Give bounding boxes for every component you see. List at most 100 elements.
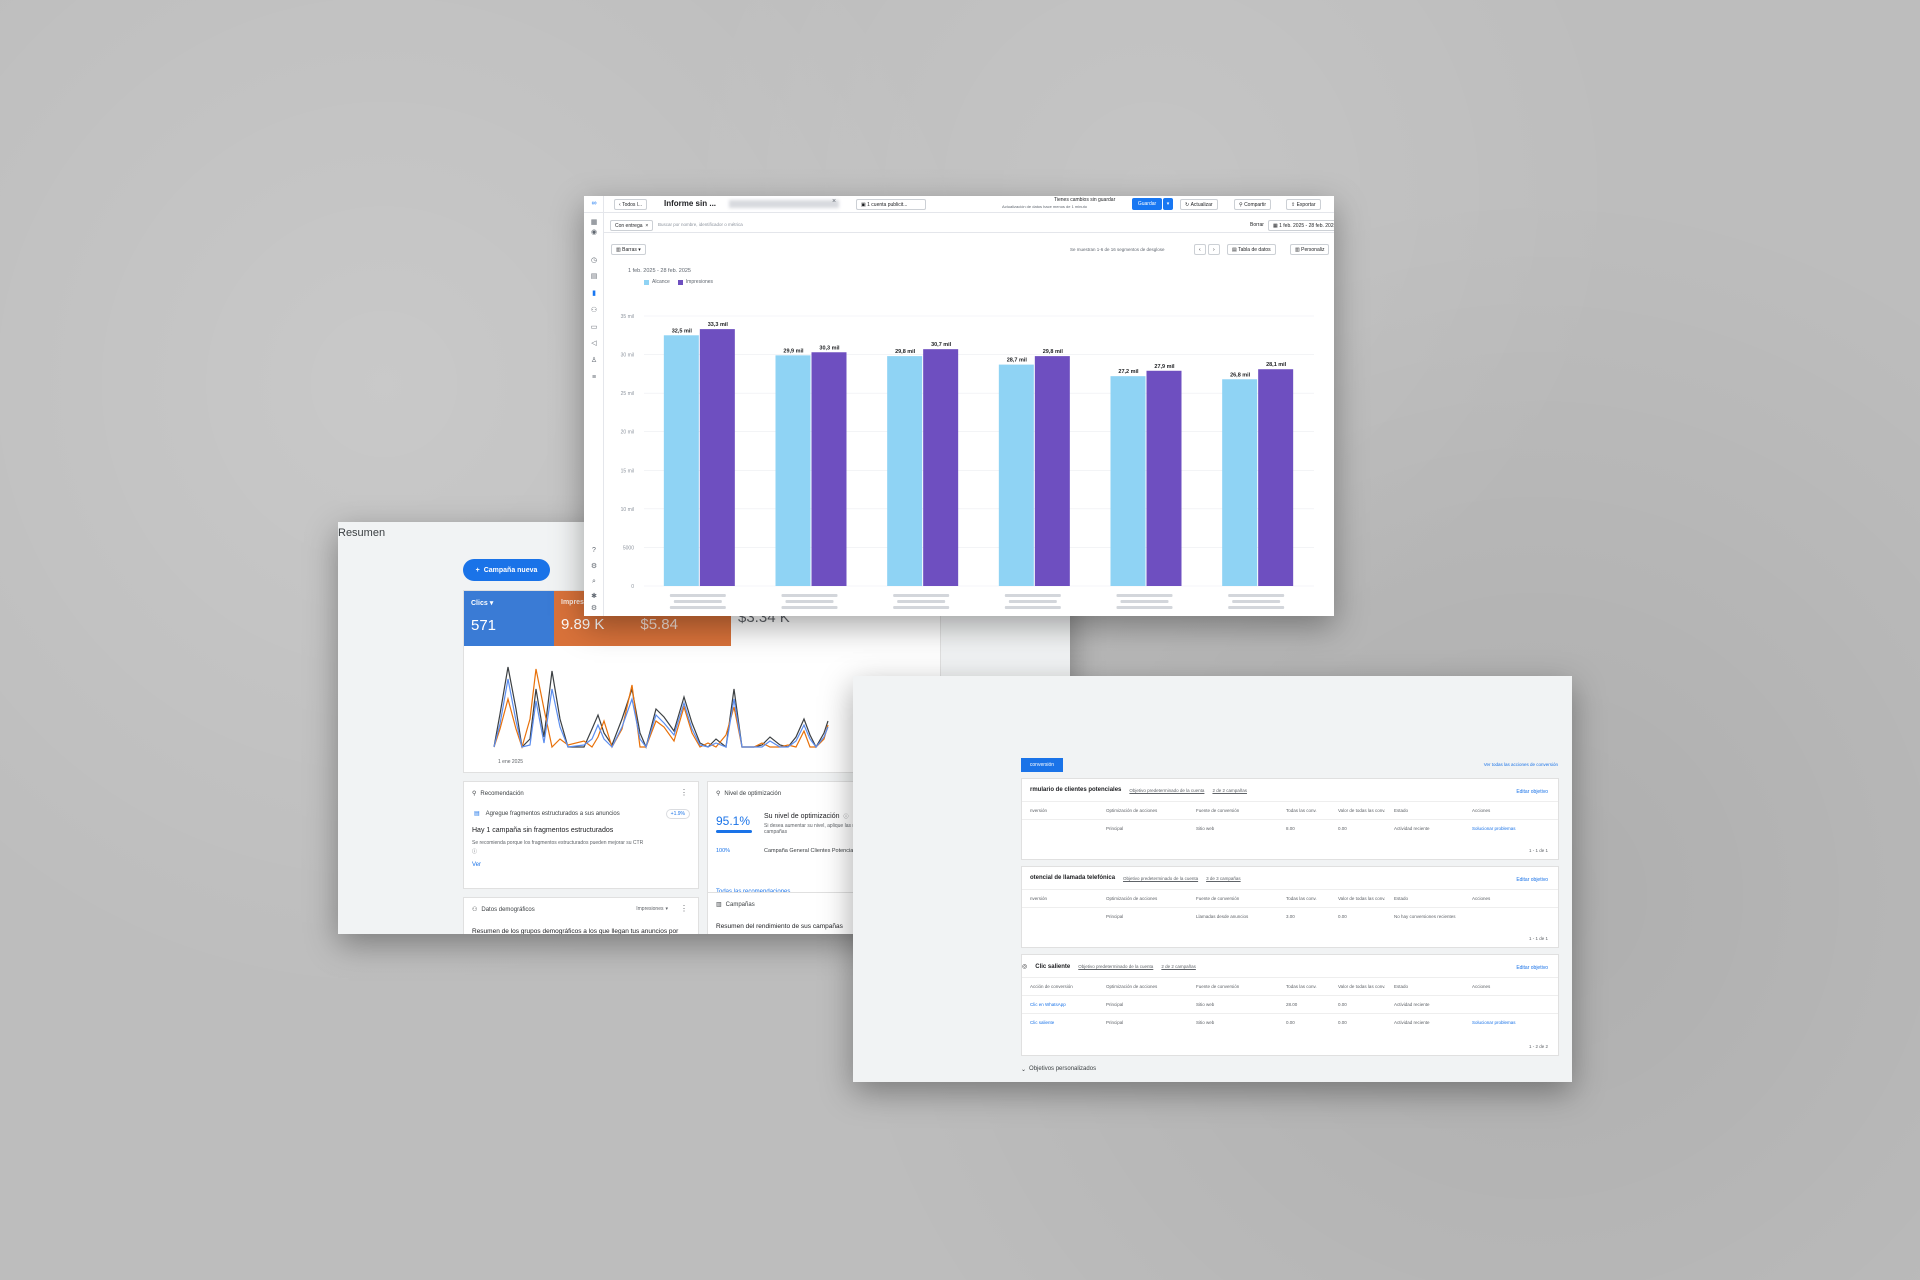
- metric-tile-clicks[interactable]: Clics ▾ 571: [464, 591, 554, 646]
- info-icon: ⓘ: [472, 849, 478, 855]
- next-page-button[interactable]: ›: [1208, 244, 1220, 255]
- column-header[interactable]: Estado: [1394, 808, 1409, 813]
- bar[interactable]: [998, 364, 1034, 586]
- table-cell[interactable]: Solucionar problemas: [1472, 1020, 1516, 1025]
- bar[interactable]: [663, 335, 699, 586]
- column-header[interactable]: Estado: [1394, 984, 1409, 989]
- date-range-picker[interactable]: ▦ 1 feb. 2025 - 28 feb. 2025: [1268, 220, 1334, 231]
- column-header[interactable]: Valor de todas las conv.: [1338, 896, 1386, 901]
- bar[interactable]: [699, 329, 735, 586]
- settings-gear-icon[interactable]: ⚙: [590, 605, 598, 612]
- clock-icon[interactable]: ◷: [590, 257, 598, 264]
- column-header[interactable]: Valor de todas las conv.: [1338, 808, 1386, 813]
- column-header[interactable]: Fuente de conversión: [1196, 984, 1240, 989]
- table-cell: 0.00: [1338, 914, 1347, 919]
- legend-item-reach[interactable]: Alcance: [644, 279, 670, 285]
- report-title[interactable]: Informe sin ...: [664, 199, 717, 208]
- close-icon[interactable]: ×: [645, 222, 649, 229]
- megaphone-icon[interactable]: ◁: [591, 340, 597, 347]
- table-row[interactable]: Clic saliente Principal Sitio web 0.00 0.00 A…: [1022, 1013, 1558, 1031]
- column-header[interactable]: Optimización de acciones: [1106, 896, 1158, 901]
- column-header[interactable]: Todas las conv.: [1286, 808, 1317, 813]
- filter-chip-delivery[interactable]: Con entrega ×: [610, 220, 654, 231]
- edit-goal-link[interactable]: Editar objetivo: [1516, 965, 1548, 971]
- y-tick-label: 30 mil: [621, 353, 634, 359]
- back-to-reports-button[interactable]: ‹ Todos l...: [614, 199, 648, 210]
- bar[interactable]: [775, 355, 811, 586]
- reports-icon[interactable]: ▮: [592, 290, 596, 297]
- column-header[interactable]: Acciones: [1472, 808, 1491, 813]
- pin-icon[interactable]: ◉: [590, 229, 598, 236]
- convert-button[interactable]: conversión: [1021, 758, 1063, 772]
- bar[interactable]: [1146, 370, 1182, 586]
- bar[interactable]: [1110, 376, 1146, 586]
- column-header[interactable]: nversión: [1030, 808, 1048, 813]
- column-header[interactable]: Todas las conv.: [1286, 896, 1317, 901]
- column-header[interactable]: Valor de todas las conv.: [1338, 984, 1386, 989]
- column-header[interactable]: Acción de conversión: [1030, 984, 1073, 989]
- edit-goal-link[interactable]: Editar objetivo: [1516, 877, 1548, 883]
- menu-icon[interactable]: ≡: [591, 374, 597, 381]
- column-header[interactable]: Fuente de conversión: [1196, 896, 1240, 901]
- people-icon[interactable]: ♙: [590, 357, 598, 364]
- customize-button[interactable]: ▥ Personaliz: [1290, 244, 1330, 255]
- column-header[interactable]: Acciones: [1472, 984, 1491, 989]
- data-table-button[interactable]: ▤ Tabla de datos: [1227, 244, 1276, 255]
- search-input[interactable]: Buscar por nombre, identificador o métri…: [658, 222, 743, 227]
- column-header[interactable]: Todas las conv.: [1286, 984, 1317, 989]
- column-header[interactable]: Estado: [1394, 896, 1409, 901]
- table-row[interactable]: Clic en WhatsApp Principal Sitio web 28.00 0…: [1022, 995, 1558, 1013]
- column-header[interactable]: Acciones: [1472, 896, 1491, 901]
- bar[interactable]: [1034, 356, 1070, 586]
- bar[interactable]: [1222, 379, 1258, 586]
- bar[interactable]: [811, 352, 847, 586]
- custom-goals-toggle[interactable]: ⌄ Objetivos personalizados: [1021, 1066, 1097, 1073]
- ad-account-selector[interactable]: ▣ 1 cuenta publicit...: [856, 199, 926, 210]
- billing-icon[interactable]: ▭: [590, 324, 598, 331]
- blurred-category-label: [893, 594, 950, 597]
- audience-icon[interactable]: ⚇: [590, 307, 598, 314]
- conversions-summary-window: conversión Ver todas las acciones de con…: [853, 676, 1572, 1082]
- bar[interactable]: [887, 356, 923, 586]
- table-row[interactable]: Principal Llamadas desde anuncios 3.00 0.00…: [1022, 907, 1558, 925]
- legend-item-impressions[interactable]: Impresiones: [677, 279, 713, 285]
- export-button[interactable]: ⇪ Exportar: [1286, 199, 1321, 210]
- more-vert-icon[interactable]: ⋮: [680, 904, 688, 913]
- grid-icon[interactable]: ▦: [590, 219, 598, 226]
- meta-logo-icon[interactable]: ∞: [591, 200, 597, 207]
- view-link[interactable]: Ver: [472, 862, 482, 868]
- metric-selector[interactable]: Impresiones ▾: [636, 906, 668, 912]
- column-header[interactable]: Optimización de acciones: [1106, 808, 1158, 813]
- column-header[interactable]: nversión: [1030, 896, 1048, 901]
- goal-title: rmulario de clientes potenciales Objetivo…: [1030, 787, 1247, 793]
- save-options-dropdown[interactable]: ▾: [1163, 198, 1173, 210]
- column-header[interactable]: Optimización de acciones: [1106, 984, 1158, 989]
- search-icon[interactable]: ⌕: [592, 578, 596, 585]
- share-button[interactable]: ⚲ Compartir: [1234, 199, 1272, 210]
- help-icon[interactable]: ?: [592, 547, 596, 554]
- prev-page-button[interactable]: ‹: [1194, 244, 1206, 255]
- bar-data-label: 26,8 mil: [1230, 372, 1251, 378]
- chart-type-dropdown[interactable]: ▥ Barras ▾: [611, 244, 646, 255]
- blurred-category-label: [1116, 606, 1173, 609]
- clear-filters-button[interactable]: Borrar: [1250, 222, 1264, 228]
- table-cell: Principal: [1106, 1002, 1124, 1007]
- refresh-button[interactable]: ↻ Actualizar: [1180, 199, 1218, 210]
- close-icon[interactable]: ×: [832, 198, 837, 205]
- table-cell[interactable]: Solucionar problemas: [1472, 826, 1516, 831]
- column-header[interactable]: Fuente de conversión: [1196, 808, 1240, 813]
- bar[interactable]: [923, 349, 959, 586]
- edit-goal-link[interactable]: Editar objetivo: [1516, 789, 1548, 795]
- table-row[interactable]: Principal Sitio web 8.00 0.00 Actividad reci…: [1022, 819, 1558, 837]
- table-icon[interactable]: ▤: [590, 273, 598, 280]
- settings-icon[interactable]: ⚙: [590, 563, 598, 570]
- new-campaign-button[interactable]: + Campaña nueva: [463, 559, 550, 581]
- bug-icon[interactable]: ✱: [591, 593, 597, 600]
- table-cell[interactable]: Clic saliente: [1030, 1020, 1055, 1025]
- bar[interactable]: [1258, 369, 1294, 586]
- table-cell[interactable]: Clic en WhatsApp: [1030, 1002, 1066, 1007]
- view-all-conversions-link[interactable]: Ver todas las acciones de conversión: [1483, 762, 1558, 767]
- save-button[interactable]: Guardar: [1132, 198, 1162, 210]
- briefcase-icon: ▣: [861, 201, 866, 208]
- more-vert-icon[interactable]: ⋮: [680, 788, 688, 797]
